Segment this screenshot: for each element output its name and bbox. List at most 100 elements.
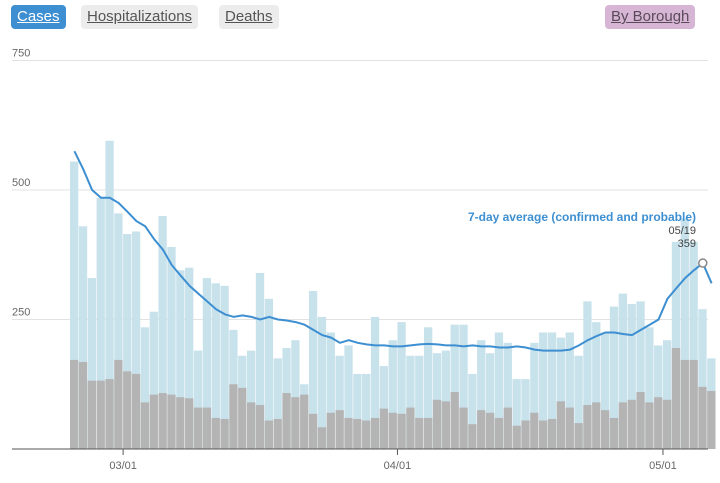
case-bar[interactable] [353, 373, 362, 449]
lower-bar[interactable] [406, 407, 415, 449]
lower-bar[interactable] [477, 410, 486, 449]
case-bar[interactable] [662, 340, 672, 449]
lower-bar[interactable] [698, 386, 707, 449]
case-bar[interactable] [388, 340, 397, 449]
lower-bar[interactable] [326, 412, 335, 449]
case-bar[interactable] [308, 291, 318, 449]
lower-bar[interactable] [530, 412, 539, 449]
lower-bar[interactable] [636, 392, 645, 449]
lower-bar[interactable] [149, 394, 158, 449]
lower-bar[interactable] [689, 359, 698, 449]
case-bar[interactable] [379, 366, 389, 449]
lower-bar[interactable] [441, 401, 450, 449]
case-bar[interactable] [291, 340, 300, 449]
case-bar[interactable] [158, 215, 167, 449]
lower-bar[interactable] [114, 359, 123, 449]
lower-bar[interactable] [362, 420, 371, 449]
case-bar[interactable] [494, 332, 504, 449]
tab-deaths[interactable]: Deaths [219, 5, 279, 29]
tab-hospitalizations[interactable]: Hospitalizations [81, 5, 199, 29]
lower-bar[interactable] [247, 402, 256, 449]
lower-bar[interactable] [583, 404, 592, 449]
lower-bar[interactable] [140, 402, 150, 449]
lower-bar[interactable] [601, 410, 610, 449]
case-bar[interactable] [220, 285, 229, 449]
case-bar[interactable] [70, 161, 79, 450]
case-bar[interactable] [264, 298, 273, 449]
lower-bar[interactable] [96, 380, 105, 449]
lower-bar[interactable] [123, 371, 132, 449]
lower-bar[interactable] [609, 417, 619, 449]
lower-bar[interactable] [273, 418, 282, 449]
case-bar[interactable] [123, 234, 132, 449]
lower-bar[interactable] [539, 420, 548, 449]
lower-bar[interactable] [300, 394, 309, 449]
lower-bar[interactable] [671, 348, 681, 449]
lower-bar[interactable] [485, 412, 495, 449]
lower-bar[interactable] [167, 394, 176, 449]
case-bar[interactable] [459, 324, 468, 449]
case-bar[interactable] [547, 332, 557, 449]
lower-bar[interactable] [291, 397, 300, 449]
lower-bar[interactable] [255, 404, 265, 449]
lower-bar[interactable] [556, 401, 566, 449]
lower-bar[interactable] [78, 361, 88, 449]
case-bar[interactable] [565, 332, 574, 449]
case-bar[interactable] [406, 355, 415, 449]
lower-bar[interactable] [415, 417, 424, 449]
case-bar[interactable] [698, 309, 707, 449]
case-bar[interactable] [415, 355, 424, 449]
lower-bar[interactable] [547, 418, 557, 449]
case-bar[interactable] [273, 358, 282, 449]
case-bar[interactable] [149, 311, 158, 449]
case-bar[interactable] [671, 241, 681, 449]
lower-bar[interactable] [131, 373, 141, 449]
lower-bar[interactable] [397, 413, 406, 449]
case-bar[interactable] [362, 373, 371, 449]
case-bar[interactable] [618, 293, 627, 449]
lower-bar[interactable] [317, 427, 327, 449]
lower-bar[interactable] [379, 408, 389, 449]
case-bar[interactable] [530, 342, 539, 449]
case-bar[interactable] [627, 303, 636, 449]
lower-bar[interactable] [494, 417, 504, 449]
case-bar[interactable] [247, 350, 256, 449]
lower-bar[interactable] [627, 399, 636, 449]
case-bar[interactable] [211, 283, 220, 449]
case-bar[interactable] [556, 337, 566, 449]
lower-bar[interactable] [335, 410, 344, 449]
lower-bar[interactable] [87, 380, 96, 449]
lower-bar[interactable] [432, 399, 442, 449]
case-bar[interactable] [609, 306, 619, 449]
lower-bar[interactable] [574, 423, 583, 449]
tab-cases[interactable]: Cases [11, 5, 66, 29]
lower-bar[interactable] [424, 417, 433, 449]
case-bar[interactable] [96, 197, 105, 449]
case-bar[interactable] [185, 267, 194, 449]
case-bar[interactable] [176, 270, 185, 449]
case-bar[interactable] [105, 140, 114, 450]
case-bar[interactable] [468, 373, 477, 449]
case-bar[interactable] [485, 353, 495, 449]
lower-bar[interactable] [238, 387, 247, 449]
lower-bar[interactable] [707, 390, 716, 449]
lower-bar[interactable] [344, 417, 353, 449]
lower-bar[interactable] [229, 384, 238, 449]
lower-bar[interactable] [662, 399, 672, 449]
case-bar[interactable] [335, 355, 344, 449]
lower-bar[interactable] [654, 397, 663, 449]
lower-bar[interactable] [264, 420, 273, 449]
lower-bar[interactable] [220, 418, 229, 449]
case-bar[interactable] [645, 327, 654, 449]
case-bar[interactable] [424, 327, 433, 449]
case-bar[interactable] [583, 301, 592, 449]
case-bar[interactable] [140, 327, 150, 449]
case-bar[interactable] [539, 332, 548, 449]
case-bar[interactable] [503, 342, 512, 449]
case-bar[interactable] [592, 322, 601, 449]
case-bar[interactable] [370, 316, 380, 449]
lower-bar[interactable] [193, 407, 203, 449]
lower-bar[interactable] [503, 407, 512, 449]
lower-bar[interactable] [388, 412, 397, 449]
case-bar[interactable] [636, 301, 645, 449]
